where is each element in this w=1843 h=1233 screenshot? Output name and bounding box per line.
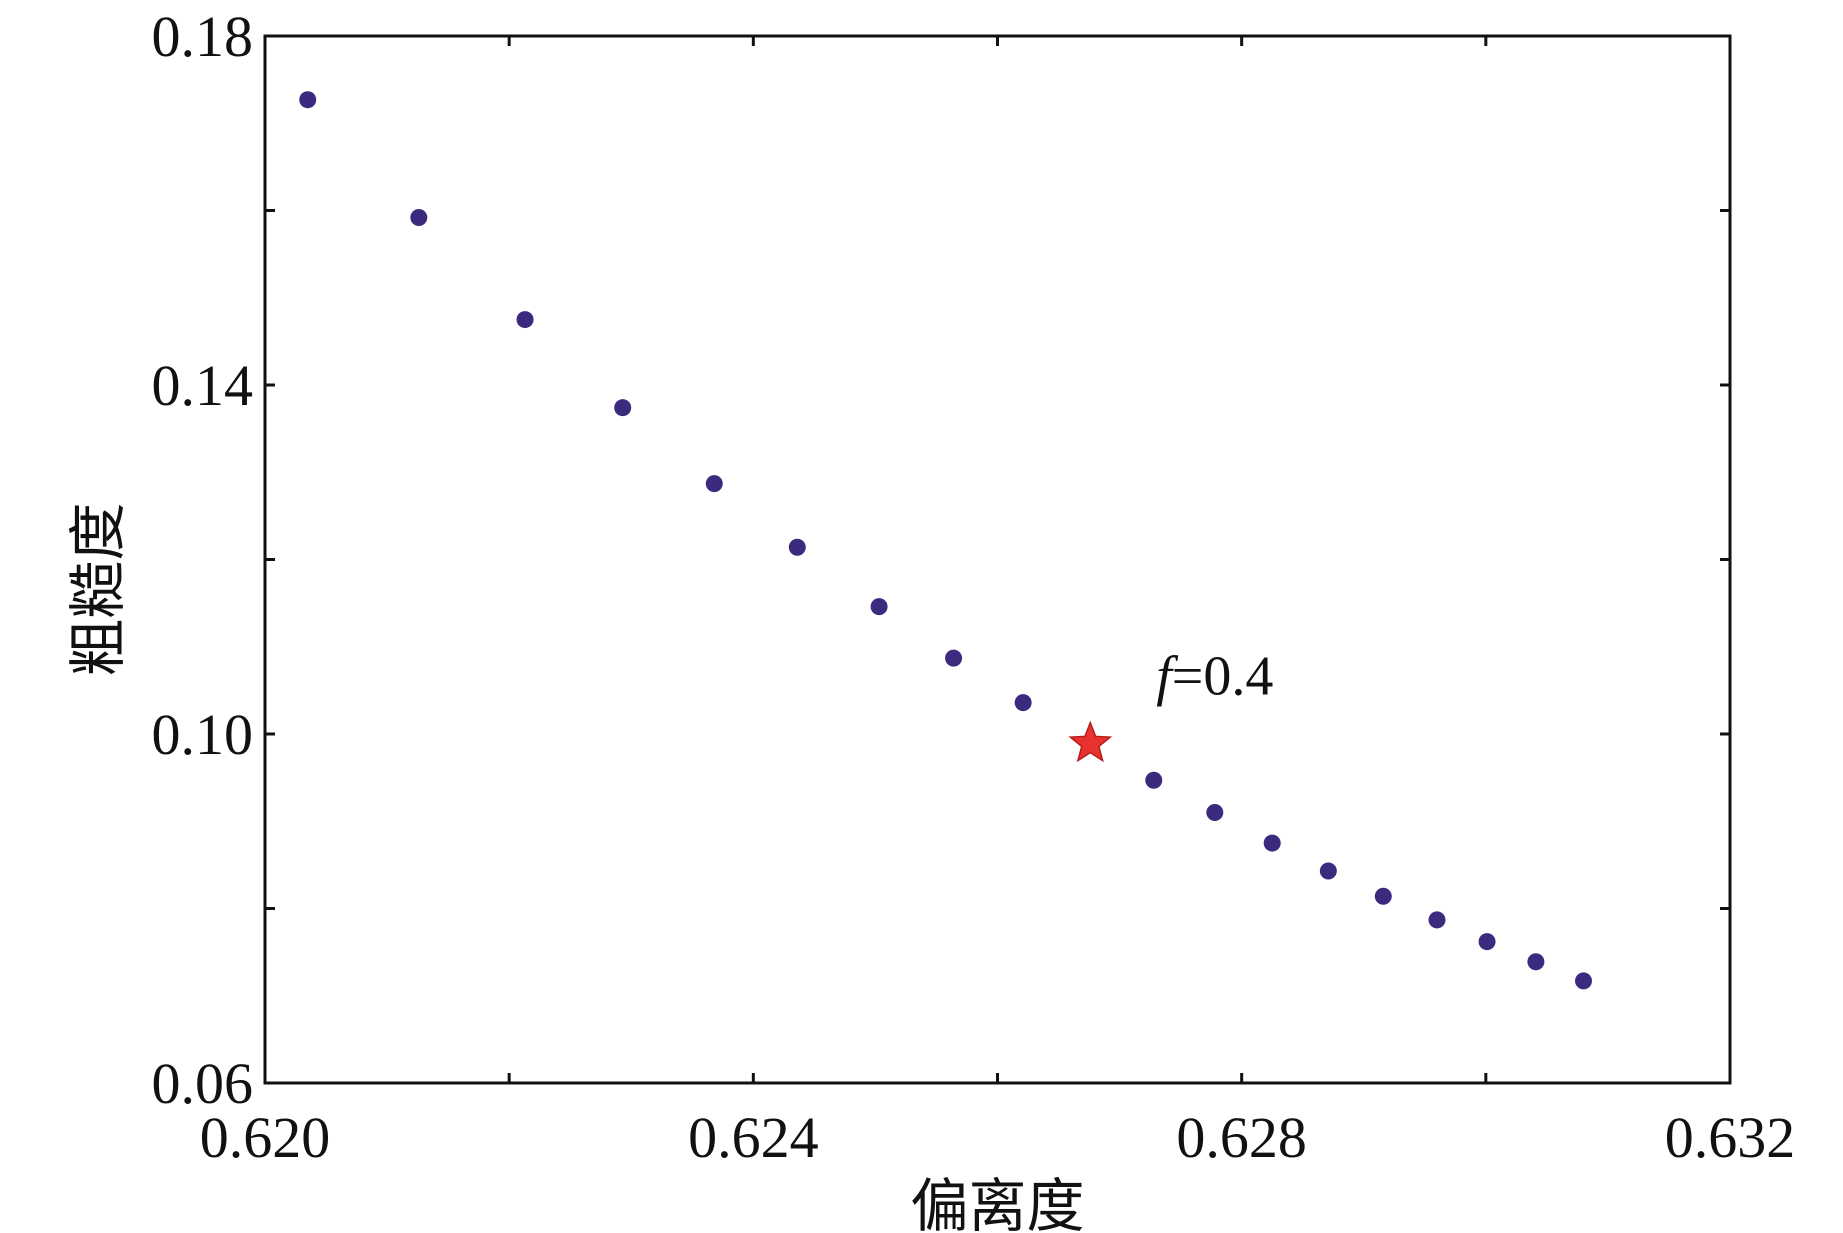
- scatter-point: [705, 475, 723, 493]
- scatter-point: [1374, 887, 1392, 905]
- scatter-point: [410, 208, 428, 226]
- x-tick-labels: 0.620 0.624 0.628 0.632: [200, 1105, 1796, 1170]
- scatter-point: [516, 311, 534, 329]
- star-point: [1068, 720, 1113, 763]
- y-tick-label: 0.14: [152, 353, 254, 418]
- scatter-point: [614, 399, 632, 417]
- annotation-value: =0.4: [1172, 646, 1274, 708]
- axis-ticks: [263, 34, 1732, 1085]
- y-tick-label: 0.06: [152, 1051, 254, 1116]
- scatter-point: [1319, 862, 1337, 880]
- y-tick-label: 0.18: [152, 4, 254, 69]
- scatter-point: [1263, 834, 1281, 852]
- scatter-point: [945, 649, 963, 667]
- y-tick-label: 0.10: [152, 702, 254, 767]
- scatter-point: [1527, 953, 1545, 971]
- scatter-point: [299, 91, 317, 109]
- x-tick-label: 0.624: [688, 1105, 819, 1170]
- scatter-point: [1575, 972, 1592, 990]
- x-axis-label: 偏离度: [910, 1172, 1084, 1233]
- data-points: [299, 91, 1592, 990]
- scatter-point: [1428, 911, 1446, 929]
- scatter-point: [1478, 933, 1496, 951]
- y-tick-labels: 0.06 0.10 0.14 0.18: [152, 4, 254, 1116]
- scatter-point: [1206, 804, 1224, 822]
- scatter-point: [1145, 771, 1163, 789]
- scatter-point: [788, 538, 806, 556]
- x-tick-label: 0.628: [1176, 1105, 1307, 1170]
- plot-frame: [263, 34, 1732, 1085]
- x-tick-label: 0.632: [1665, 1105, 1796, 1170]
- y-axis-label: 粗糙度: [64, 502, 132, 676]
- scatter-point: [870, 598, 888, 616]
- scatter-point: [1014, 694, 1032, 712]
- x-tick-label: 0.620: [200, 1105, 331, 1170]
- annotation-label: f=0.4: [1156, 646, 1273, 708]
